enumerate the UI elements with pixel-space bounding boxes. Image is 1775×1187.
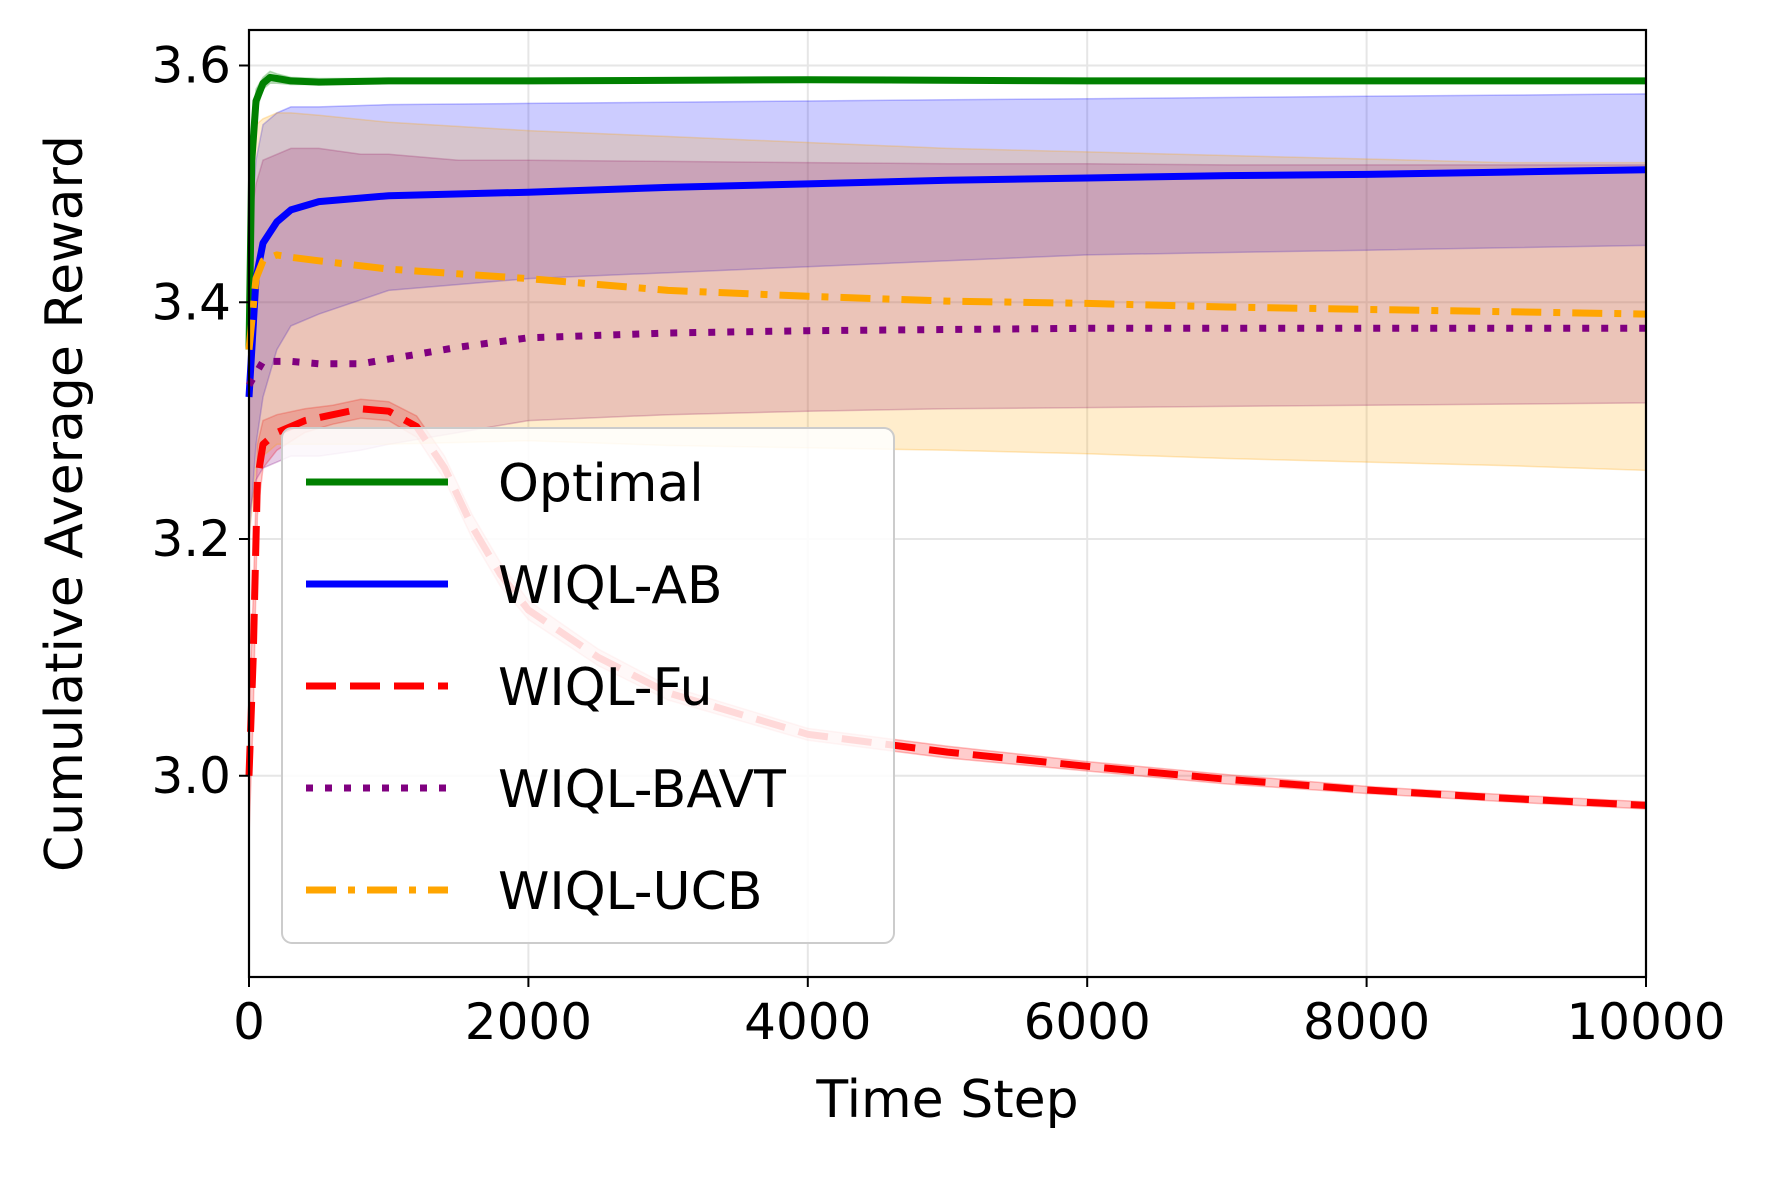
axis-ticks: 0 2000 4000 6000 8000 10000 3.0 3.2 3.4 3.6 xyxy=(151,37,1725,1051)
series-line-wiql-fu xyxy=(245,405,1647,809)
legend-item-wiql-bavt: WIQL-BAVT xyxy=(306,760,786,820)
y-axis-label: Cumulative Average Reward xyxy=(35,135,95,872)
series-line-wiql-ucb xyxy=(245,251,1647,350)
x-tick-label: 10000 xyxy=(1566,993,1725,1051)
y-tick-label: 3.4 xyxy=(151,273,231,331)
y-tick-label: 3.0 xyxy=(151,747,231,805)
x-tick-label: 6000 xyxy=(1024,993,1151,1051)
series-line-wiql-ab xyxy=(245,166,1647,398)
legend-item-wiql-ucb: WIQL-UCB xyxy=(306,862,763,922)
legend-label: WIQL-UCB xyxy=(498,862,763,922)
plot-frame xyxy=(247,28,1648,979)
legend-item-optimal: Optimal xyxy=(306,454,704,514)
series-line-optimal xyxy=(245,73,1646,350)
legend-label: Optimal xyxy=(498,454,704,514)
legend-box xyxy=(281,427,895,944)
legend-label: WIQL-AB xyxy=(498,556,723,616)
x-tick-label: 2000 xyxy=(465,993,592,1051)
x-axis-label: Time Step xyxy=(815,1070,1078,1130)
legend-label: WIQL-BAVT xyxy=(498,760,786,820)
legend-item-wiql-ab: WIQL-AB xyxy=(306,556,723,616)
y-tick-label: 3.6 xyxy=(151,37,231,95)
x-tick-label: 8000 xyxy=(1303,993,1430,1051)
y-tick-label: 3.2 xyxy=(151,510,231,568)
legend-item-wiql-fu: WIQL-Fu xyxy=(306,658,713,718)
legend-label: WIQL-Fu xyxy=(498,658,713,718)
legend: Optimal WIQL-AB WIQL-Fu WIQL-BAVT WIQL-UCB xyxy=(281,427,895,944)
x-tick-label: 0 xyxy=(233,993,265,1051)
x-tick-label: 4000 xyxy=(744,993,871,1051)
series-lines xyxy=(245,73,1647,809)
